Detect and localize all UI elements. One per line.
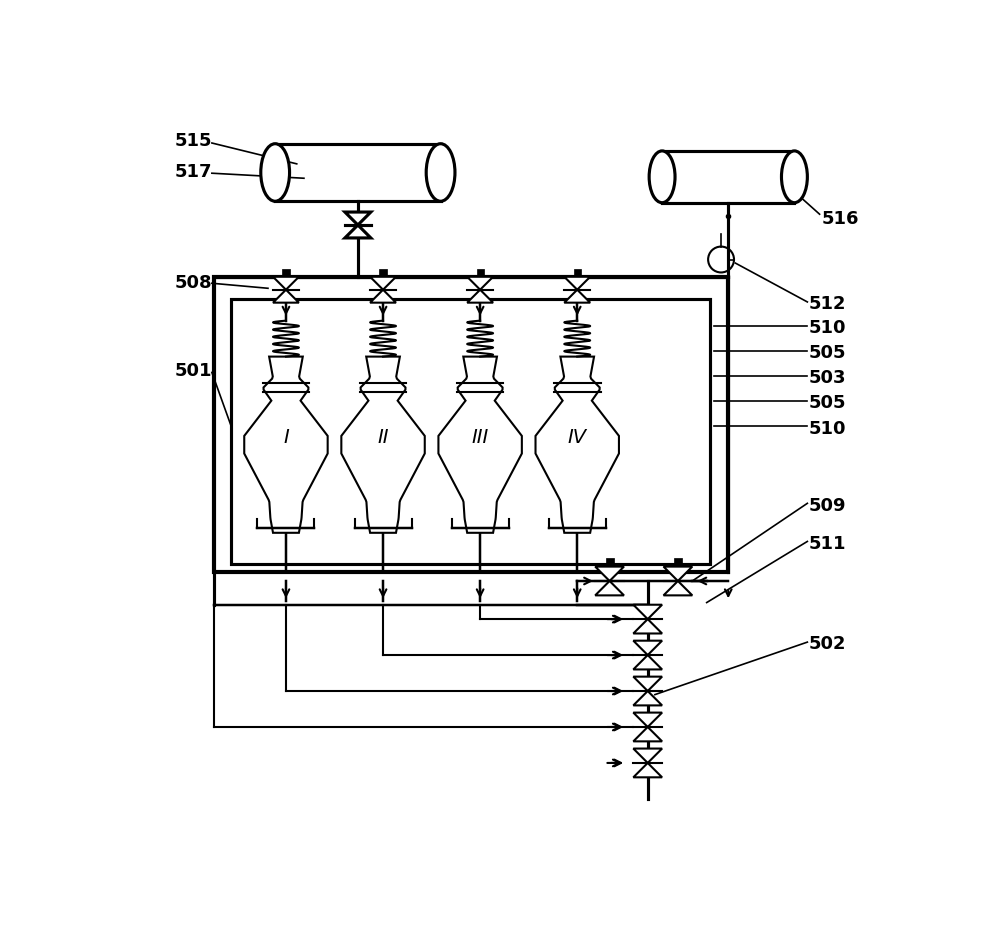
Text: 511: 511	[809, 534, 846, 553]
Text: 503: 503	[809, 369, 846, 388]
Polygon shape	[273, 290, 299, 303]
Polygon shape	[345, 225, 371, 238]
Bar	[231, 299, 710, 564]
Polygon shape	[633, 619, 662, 633]
Text: 515: 515	[174, 132, 212, 149]
Bar	[574, 269, 581, 275]
Polygon shape	[370, 290, 396, 303]
Polygon shape	[438, 357, 522, 532]
Polygon shape	[275, 144, 441, 201]
Polygon shape	[467, 276, 493, 290]
Polygon shape	[633, 676, 662, 691]
Text: 505: 505	[809, 394, 846, 412]
Polygon shape	[370, 276, 396, 290]
Bar	[477, 269, 484, 275]
Polygon shape	[536, 357, 619, 532]
Polygon shape	[633, 748, 662, 763]
Text: 512: 512	[809, 295, 846, 313]
Polygon shape	[662, 151, 794, 203]
Polygon shape	[633, 641, 662, 655]
Polygon shape	[595, 567, 624, 581]
Text: 510: 510	[809, 318, 846, 337]
Polygon shape	[341, 357, 425, 532]
Text: IV: IV	[568, 428, 587, 447]
Bar	[606, 558, 614, 564]
Text: III: III	[472, 428, 489, 447]
Polygon shape	[345, 212, 371, 225]
Ellipse shape	[781, 151, 807, 203]
Ellipse shape	[261, 144, 290, 201]
Polygon shape	[664, 567, 692, 581]
Polygon shape	[273, 276, 299, 290]
Text: II: II	[377, 428, 389, 447]
Polygon shape	[564, 290, 590, 303]
Text: 509: 509	[809, 497, 846, 516]
Polygon shape	[595, 581, 624, 595]
Ellipse shape	[649, 151, 675, 203]
Polygon shape	[467, 290, 493, 303]
Text: 502: 502	[809, 635, 846, 653]
Polygon shape	[664, 581, 692, 595]
Polygon shape	[633, 713, 662, 727]
Bar	[214, 277, 728, 573]
Polygon shape	[633, 691, 662, 705]
Polygon shape	[633, 655, 662, 670]
Polygon shape	[633, 727, 662, 742]
Text: 517: 517	[174, 163, 212, 181]
Polygon shape	[244, 357, 328, 532]
Text: 516: 516	[822, 209, 859, 228]
Ellipse shape	[426, 144, 455, 201]
Bar	[379, 269, 387, 275]
Text: 501: 501	[174, 362, 212, 380]
Text: 508: 508	[174, 275, 212, 292]
Text: 505: 505	[809, 344, 846, 362]
Text: 510: 510	[809, 419, 846, 437]
Polygon shape	[633, 763, 662, 777]
Polygon shape	[564, 276, 590, 290]
Bar	[674, 558, 682, 564]
Text: I: I	[283, 428, 289, 447]
Bar	[282, 269, 290, 275]
Polygon shape	[633, 604, 662, 619]
